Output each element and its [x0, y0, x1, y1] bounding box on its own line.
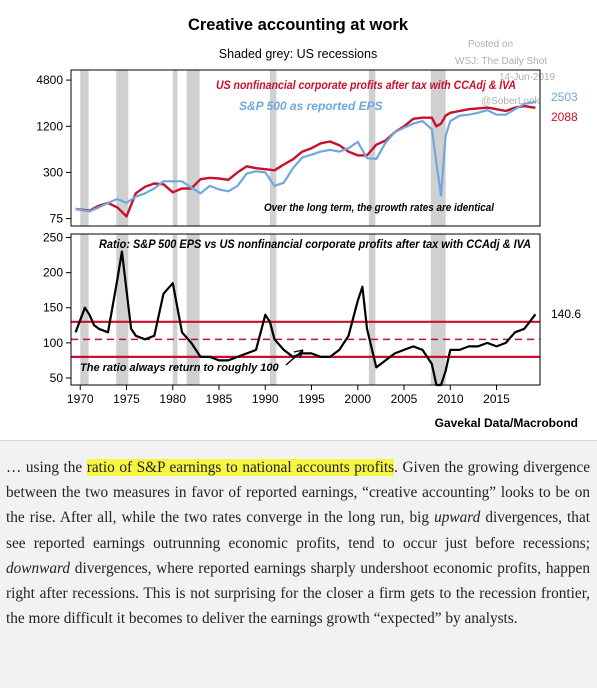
recession-band-top [80, 70, 89, 226]
quote-text-1: … using the [6, 459, 87, 476]
x-tick-label: 1975 [113, 392, 140, 406]
top-annotation: Over the long term, the growth rates are… [264, 202, 495, 214]
recession-band-top [269, 70, 277, 226]
bottom-y-tick-label: 100 [43, 336, 63, 350]
watermark-line-1: Posted on [468, 39, 513, 50]
end-label-corporate-profits: 2088 [551, 110, 578, 124]
watermark: Posted on WSJ: The Daily Shot 14-Jun-201… [455, 39, 556, 107]
end-label-ratio: 140.6 [551, 307, 581, 321]
bottom-plot-frame [70, 233, 541, 386]
recession-band-bottom [368, 234, 376, 385]
x-tick-label: 2015 [483, 392, 510, 406]
x-tick-label: 2000 [344, 392, 371, 406]
chart-figure: Creative accounting at work Shaded grey:… [36, 16, 582, 430]
bottom-y-tick-label: 150 [43, 301, 63, 315]
x-tick-label: 2005 [391, 392, 418, 406]
quote-highlight: ratio of S&P earnings to national accoun… [86, 459, 395, 476]
recession-band-bottom [172, 234, 178, 385]
source-label: Gavekal Data/Macrobond [435, 416, 578, 430]
recession-band-bottom [186, 234, 200, 385]
bottom-panel: 50 100 150 200 250 Ratio: S&P 500 EPS vs US n… [43, 231, 581, 406]
x-tick-label: 2010 [437, 392, 464, 406]
series-line-ratio [74, 250, 537, 387]
quote-emphasis-downward: downward [6, 559, 71, 577]
top-y-tick-label: 75 [50, 212, 64, 226]
quote-text-3: divergences, that see reported earnings … [6, 509, 590, 552]
annotation-arrow [285, 349, 304, 366]
bottom-y-tick-label: 50 [50, 371, 64, 385]
top-y-tick-label: 1200 [36, 119, 63, 133]
x-tick-label: 1970 [67, 392, 94, 406]
recession-band-top [116, 70, 129, 226]
recession-band-bottom [430, 234, 446, 385]
top-plot-frame [70, 69, 541, 227]
legend-corporate-profits: US nonfinancial corporate profits after … [216, 78, 516, 92]
quote-paragraph: … using the ratio of S&P earnings to nat… [6, 455, 590, 631]
x-tick-label: 1990 [252, 392, 279, 406]
bottom-y-tick-label: 250 [43, 231, 63, 245]
quote-panel: … using the ratio of S&P earnings to nat… [0, 440, 597, 688]
bottom-panel-title: Ratio: S&P 500 EPS vs US nonfinancial co… [99, 239, 531, 251]
series-line-corporate-profits [75, 104, 536, 218]
chart-svg: Creative accounting at work Shaded grey:… [36, 16, 581, 430]
watermark-line-4: @SoberLook [481, 96, 541, 107]
quote-text-4: divergences, where reported earnings sha… [6, 559, 590, 628]
quote-emphasis-upward: upward [434, 509, 481, 527]
chart-subtitle: Shaded grey: US recessions [219, 47, 377, 61]
x-tick-label: 1985 [206, 392, 233, 406]
end-label-sp500-eps: 2503 [551, 90, 578, 104]
top-panel: 75 300 1200 4800 US nonfinancial corporate p… [36, 69, 578, 227]
watermark-line-3: 14-Jun-2019 [499, 72, 556, 83]
bottom-annotation: The ratio always return to roughly 100 [80, 362, 280, 374]
top-y-tick-label: 300 [43, 165, 63, 179]
quote-text-2: . Given the growing divergence between t… [6, 459, 591, 527]
top-y-tick-label: 4800 [36, 73, 63, 87]
chart-title: Creative accounting at work [188, 16, 409, 34]
watermark-line-2: WSJ: The Daily Shot [455, 56, 547, 67]
legend-sp500-eps: S&P 500 as reported EPS [239, 99, 383, 113]
series-line-sp500-eps [75, 100, 536, 213]
recession-band-bottom [269, 234, 277, 385]
x-tick-label: 1995 [298, 392, 325, 406]
recession-band-top [172, 70, 178, 226]
recession-band-top [186, 70, 200, 226]
bottom-y-tick-label: 200 [43, 266, 63, 280]
x-tick-label: 1980 [159, 392, 186, 406]
